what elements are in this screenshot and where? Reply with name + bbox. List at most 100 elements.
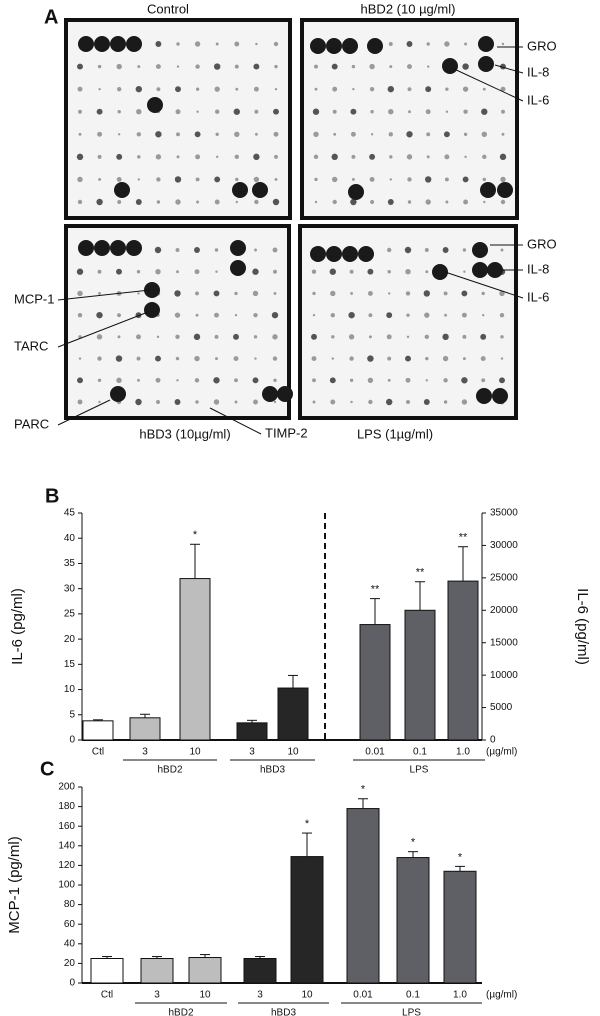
blot-spot [351, 154, 356, 159]
group-label: hBD3 [260, 765, 285, 776]
blot-spot [254, 132, 258, 136]
blot-spot [425, 86, 432, 93]
bar [140, 958, 174, 984]
blot-spot-strong [78, 36, 94, 52]
blot-spot [175, 356, 180, 361]
spot-label: IL-6 [527, 289, 549, 304]
blot-spot [234, 131, 240, 137]
blot-spot [272, 334, 278, 340]
y-tick-label: 80 [64, 899, 76, 910]
blot-spot [350, 400, 353, 404]
x-tick-label: 3 [249, 747, 255, 758]
y-tick-label: 100 [58, 880, 75, 891]
blot-spot-strong [144, 282, 160, 298]
blot-spot [174, 290, 181, 297]
blot-spot [501, 42, 505, 46]
blot-spot [274, 154, 278, 159]
y-tick-label: 45 [64, 508, 76, 519]
blot-spot [115, 355, 123, 362]
blot-spot [348, 311, 355, 319]
spot-label: IL-8 [527, 261, 549, 276]
blot-spot-strong [367, 38, 383, 54]
blot-spot [273, 41, 279, 47]
blot-spot [254, 248, 257, 252]
blot-spot [156, 87, 161, 92]
group-label: LPS [410, 765, 429, 776]
blot-spot [234, 154, 239, 160]
leader-line [57, 311, 149, 348]
blot-spot [155, 154, 162, 160]
blot-spot [369, 153, 376, 160]
blot-spot-strong [342, 38, 358, 54]
blot-spot [156, 335, 160, 339]
y-tick-label: 30 [64, 583, 76, 594]
y-tick-label: 5 [69, 709, 75, 720]
significance: * [361, 784, 366, 796]
blot-spot [500, 248, 504, 252]
y-tick-label: 10 [64, 684, 76, 695]
blot-spot [195, 87, 200, 91]
blot-spot [272, 198, 280, 206]
blot-spot-strong [110, 36, 126, 52]
spot-label: PARC [14, 416, 49, 431]
blot-spot [97, 154, 102, 159]
bar [290, 856, 324, 984]
blot-spot [252, 268, 259, 275]
significance: * [193, 529, 198, 541]
blot-spot [117, 86, 122, 92]
blot-spot [135, 85, 142, 93]
blot-spot [501, 109, 505, 114]
blot-spot [330, 290, 336, 297]
blot-spot [195, 154, 201, 160]
blot-spot [194, 378, 200, 383]
blot-spot [442, 247, 449, 253]
blot-spot [213, 290, 220, 297]
blot-spot [367, 355, 374, 362]
x-tick-label: 0.01 [353, 990, 373, 1001]
blot-spot-strong [114, 182, 130, 198]
blot-spot [461, 312, 467, 318]
blot-spot [331, 63, 338, 70]
blot-spot [387, 270, 391, 274]
bar [277, 687, 309, 741]
blot-spot [313, 154, 319, 160]
blot-spot [481, 131, 487, 137]
blot-spot [444, 313, 448, 317]
leader-line [57, 289, 151, 301]
blot-spot [253, 153, 260, 161]
blot-spot [445, 110, 449, 113]
blot-spot [311, 333, 317, 340]
blot-spot [443, 400, 448, 404]
blot-spot [500, 357, 504, 360]
blot-spot [135, 398, 142, 406]
y-axis-title: IL-6 (pg/ml) [9, 588, 26, 665]
blot-spot [426, 155, 430, 159]
blot-spot [387, 378, 391, 382]
blot-spot [407, 87, 412, 92]
blot-spot [271, 311, 279, 319]
blot-spot [215, 357, 218, 361]
blot-spot [425, 109, 431, 115]
blot-spot [176, 65, 180, 68]
blot-spot [77, 199, 83, 205]
blot-spot [98, 400, 101, 404]
significance: ** [416, 567, 425, 579]
y-tick-label: 35 [64, 558, 76, 569]
blot-spot [463, 270, 466, 273]
blot-spot [155, 269, 161, 275]
blot-spot [176, 155, 180, 159]
y-tick-label: 15 [64, 659, 76, 670]
blot-spot [500, 86, 506, 92]
blot-spot-strong [478, 56, 494, 72]
bar [188, 957, 222, 984]
blot-spot [312, 400, 316, 404]
leader-line [494, 64, 524, 74]
y2-tick-label: 0 [490, 735, 496, 746]
blot-spot [350, 291, 354, 295]
blot-spot [406, 400, 410, 404]
blot-spot [350, 198, 357, 206]
spot-label: GRO [527, 38, 557, 53]
blot-spot [195, 313, 199, 317]
blot-spot [350, 131, 356, 137]
blot-spot [274, 177, 278, 181]
